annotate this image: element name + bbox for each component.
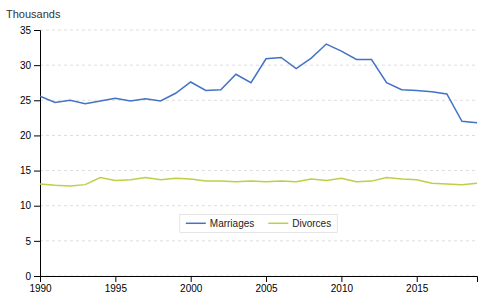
tick-mark [34,206,40,207]
axis-line [34,31,41,277]
tick-mark [34,171,40,172]
grid-line [40,65,477,66]
tick-mark [266,276,267,282]
tick: 10 [20,200,40,211]
plot-area [40,44,477,186]
grid [40,30,477,276]
tick: 15 [20,165,40,176]
tick-label: 15 [20,165,32,176]
tick-mark [115,276,116,282]
tick: 0 [25,271,40,282]
tick-label: 35 [20,25,32,36]
tick-mark [34,65,40,66]
tick-label: 1990 [29,283,52,294]
tick-label: 2005 [255,283,278,294]
tick: 2000 [180,276,203,294]
tick-label: 1995 [105,283,128,294]
grid-line [40,170,477,171]
tick-label: 25 [20,95,32,106]
tick-label: 30 [20,60,32,71]
tick-mark [34,100,40,101]
tick: 2005 [255,276,278,294]
x-axis: 1990 1995 2000 2005 2010 2015 [29,276,477,294]
tick-label: 2015 [406,283,429,294]
tick: 35 [20,25,40,36]
axis-line [41,277,478,283]
y-axis-title: Thousands [6,8,61,20]
tick: 1990 [29,276,52,294]
legend: Marriages Divorces [180,214,337,232]
tick-mark [34,135,40,136]
legend-frame [180,214,337,232]
grid-line [40,240,477,241]
grid-line [40,205,477,206]
legend-label: Divorces [292,218,331,229]
tick: 5 [25,236,40,247]
tick-mark [34,276,40,277]
chart-container: 1990 1995 2000 2005 2010 2015 0 5 10 15 20 25 30 35 Th… [0,0,491,302]
tick-label: 5 [25,236,31,247]
legend-swatch [268,223,288,225]
tick: 2010 [331,276,354,294]
chart: 1990 1995 2000 2005 2010 2015 0 5 10 15 20 25 30 35 Th… [0,0,491,302]
tick-label: 2000 [180,283,203,294]
tick-mark [34,30,40,31]
legend-entry: Marriages [186,218,254,229]
tick-mark [191,276,192,282]
legend-label: Marriages [210,218,254,229]
grid-line [40,30,477,31]
tick-label: 10 [20,200,32,211]
tick: 1995 [105,276,128,294]
tick-mark [34,241,40,242]
legend-swatch [186,223,206,225]
series-line [40,178,477,186]
legend-entry: Divorces [268,218,331,229]
tick-label: 2010 [331,283,354,294]
tick-mark [417,276,418,282]
tick: 25 [20,95,40,106]
series-line [40,44,477,123]
tick-label: 0 [25,271,31,282]
tick: 30 [20,60,40,71]
tick: 2015 [406,276,429,294]
y-axis: 0 5 10 15 20 25 30 35 [20,25,41,282]
grid-line [40,135,477,136]
tick: 20 [20,130,40,141]
tick-mark [341,276,342,282]
tick-label: 20 [20,130,32,141]
